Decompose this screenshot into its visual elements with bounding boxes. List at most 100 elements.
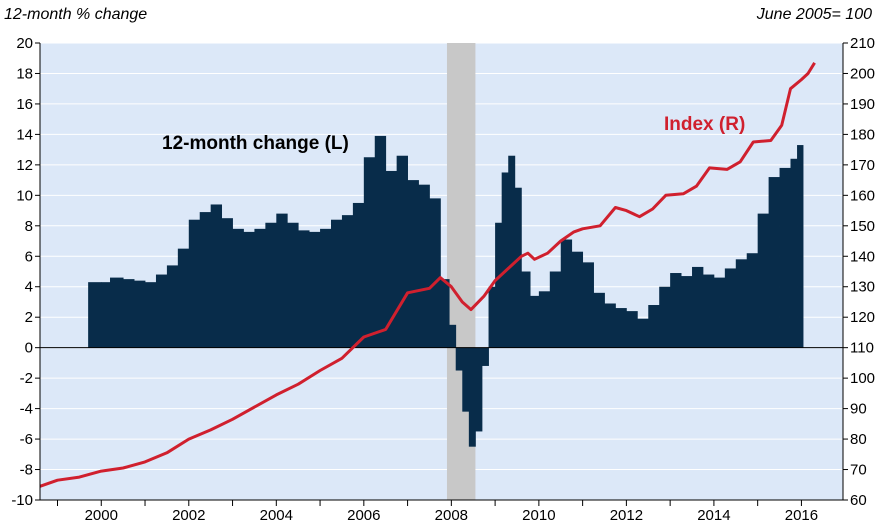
bar	[243, 231, 255, 348]
axes	[39, 43, 844, 501]
bar	[475, 347, 483, 432]
left-tick-label: 18	[16, 65, 33, 82]
bar	[746, 253, 759, 348]
right-tick-label: 160	[850, 187, 875, 204]
bar	[265, 222, 277, 348]
right-tick-label: 60	[850, 492, 867, 509]
bar	[648, 305, 660, 348]
bar	[549, 271, 562, 348]
bar-series	[88, 135, 804, 447]
bar	[637, 318, 649, 348]
left-tick-label: 12	[16, 157, 33, 174]
bar	[790, 158, 798, 348]
left-tick-label: -10	[11, 492, 33, 509]
bar	[298, 230, 310, 348]
bar	[166, 265, 179, 348]
bar	[659, 286, 671, 348]
bar	[560, 239, 573, 348]
right-tick-label: 210	[850, 35, 875, 52]
left-tick-label: 20	[16, 35, 33, 52]
bar	[724, 268, 737, 348]
bar	[210, 204, 223, 348]
bar	[407, 180, 419, 348]
left-tick-label: 16	[16, 96, 33, 113]
bar	[462, 347, 470, 412]
series-label-12-month-change: 12-month change (L)	[162, 133, 349, 154]
bar	[440, 279, 450, 348]
bar	[188, 219, 201, 348]
bar	[455, 347, 463, 371]
left-tick-label: 6	[25, 248, 33, 265]
bar	[481, 347, 489, 366]
bar	[396, 155, 408, 348]
bar	[177, 248, 190, 348]
bar	[571, 251, 584, 348]
bar	[374, 135, 387, 348]
bar	[735, 259, 748, 348]
right-tick-label: 190	[850, 96, 875, 113]
x-tick-label: 2012	[610, 507, 643, 524]
bar	[713, 277, 726, 348]
right-tick-label: 70	[850, 462, 867, 479]
right-tick-label: 100	[850, 370, 875, 387]
bar	[199, 212, 212, 348]
bar	[155, 274, 168, 348]
left-tick-label: -4	[20, 401, 33, 418]
x-axis-ticks: 2000 2002 2004 2006 2008 2010 2012 2014 2016	[57, 500, 818, 524]
right-axis-ticks: 210 200 190 180 170 160 150 140 130 120 110 100 90 80…	[843, 35, 875, 509]
bar	[276, 213, 288, 348]
bar	[468, 347, 476, 447]
index-line	[39, 62, 816, 488]
bar	[320, 228, 332, 348]
right-tick-label: 130	[850, 279, 875, 296]
right-tick-label: 90	[850, 401, 867, 418]
bar	[254, 228, 266, 348]
bar	[495, 222, 503, 348]
bar	[429, 198, 441, 348]
bar	[488, 286, 496, 348]
right-tick-label: 140	[850, 248, 875, 265]
bar	[341, 215, 354, 348]
x-tick-label: 2010	[522, 507, 555, 524]
bar	[363, 157, 376, 348]
bar	[593, 292, 605, 348]
bar	[331, 219, 343, 348]
bar	[110, 277, 124, 348]
x-tick-label: 2008	[435, 507, 468, 524]
left-tick-label: -8	[20, 462, 33, 479]
x-tick-label: 2002	[172, 507, 205, 524]
bar	[88, 282, 102, 348]
bar	[232, 228, 244, 348]
x-tick-label: 2014	[697, 507, 730, 524]
left-tick-label: 2	[25, 309, 33, 326]
left-tick-label: -6	[20, 431, 33, 448]
bar	[797, 145, 804, 348]
bar	[287, 222, 299, 348]
index-line-series	[39, 62, 816, 488]
series-label-index: Index (R)	[664, 114, 746, 135]
bar	[681, 276, 693, 348]
x-tick-label: 2004	[260, 507, 293, 524]
right-tick-label: 180	[850, 126, 875, 143]
bar	[101, 282, 111, 348]
bar	[702, 274, 715, 348]
right-tick-label: 170	[850, 157, 875, 174]
bar	[538, 291, 551, 348]
left-tick-label: 4	[25, 279, 33, 296]
x-tick-label: 2016	[785, 507, 818, 524]
bar	[521, 271, 531, 348]
bar	[508, 155, 516, 348]
plot-area	[40, 43, 843, 500]
left-tick-label: 10	[16, 187, 33, 204]
left-tick-label: 8	[25, 218, 33, 235]
left-tick-label: -2	[20, 370, 33, 387]
bar	[501, 172, 509, 348]
left-tick-label: 14	[16, 126, 33, 143]
bar	[134, 280, 146, 348]
bar	[604, 303, 616, 348]
bar	[779, 167, 791, 348]
bar	[449, 324, 457, 348]
bar	[670, 273, 682, 348]
